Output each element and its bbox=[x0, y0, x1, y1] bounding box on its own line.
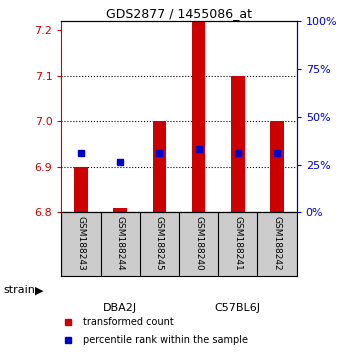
Text: ▶: ▶ bbox=[35, 285, 43, 295]
Text: GSM188243: GSM188243 bbox=[76, 216, 86, 270]
Text: GSM188241: GSM188241 bbox=[233, 216, 242, 270]
Text: DBA2J: DBA2J bbox=[103, 303, 137, 313]
Text: GSM188240: GSM188240 bbox=[194, 216, 203, 270]
Text: transformed count: transformed count bbox=[83, 318, 173, 327]
Bar bbox=[152, 121, 166, 212]
Text: percentile rank within the sample: percentile rank within the sample bbox=[83, 335, 248, 344]
Title: GDS2877 / 1455086_at: GDS2877 / 1455086_at bbox=[106, 7, 252, 20]
Bar bbox=[113, 208, 127, 212]
Text: C57BL6J: C57BL6J bbox=[215, 303, 261, 313]
Text: strain: strain bbox=[3, 285, 35, 295]
Bar bbox=[192, 21, 206, 212]
Bar bbox=[74, 167, 88, 212]
Text: GSM188242: GSM188242 bbox=[272, 216, 282, 270]
Text: GSM188244: GSM188244 bbox=[116, 216, 125, 270]
Bar bbox=[231, 76, 245, 212]
Bar bbox=[270, 121, 284, 212]
Text: GSM188245: GSM188245 bbox=[155, 216, 164, 270]
